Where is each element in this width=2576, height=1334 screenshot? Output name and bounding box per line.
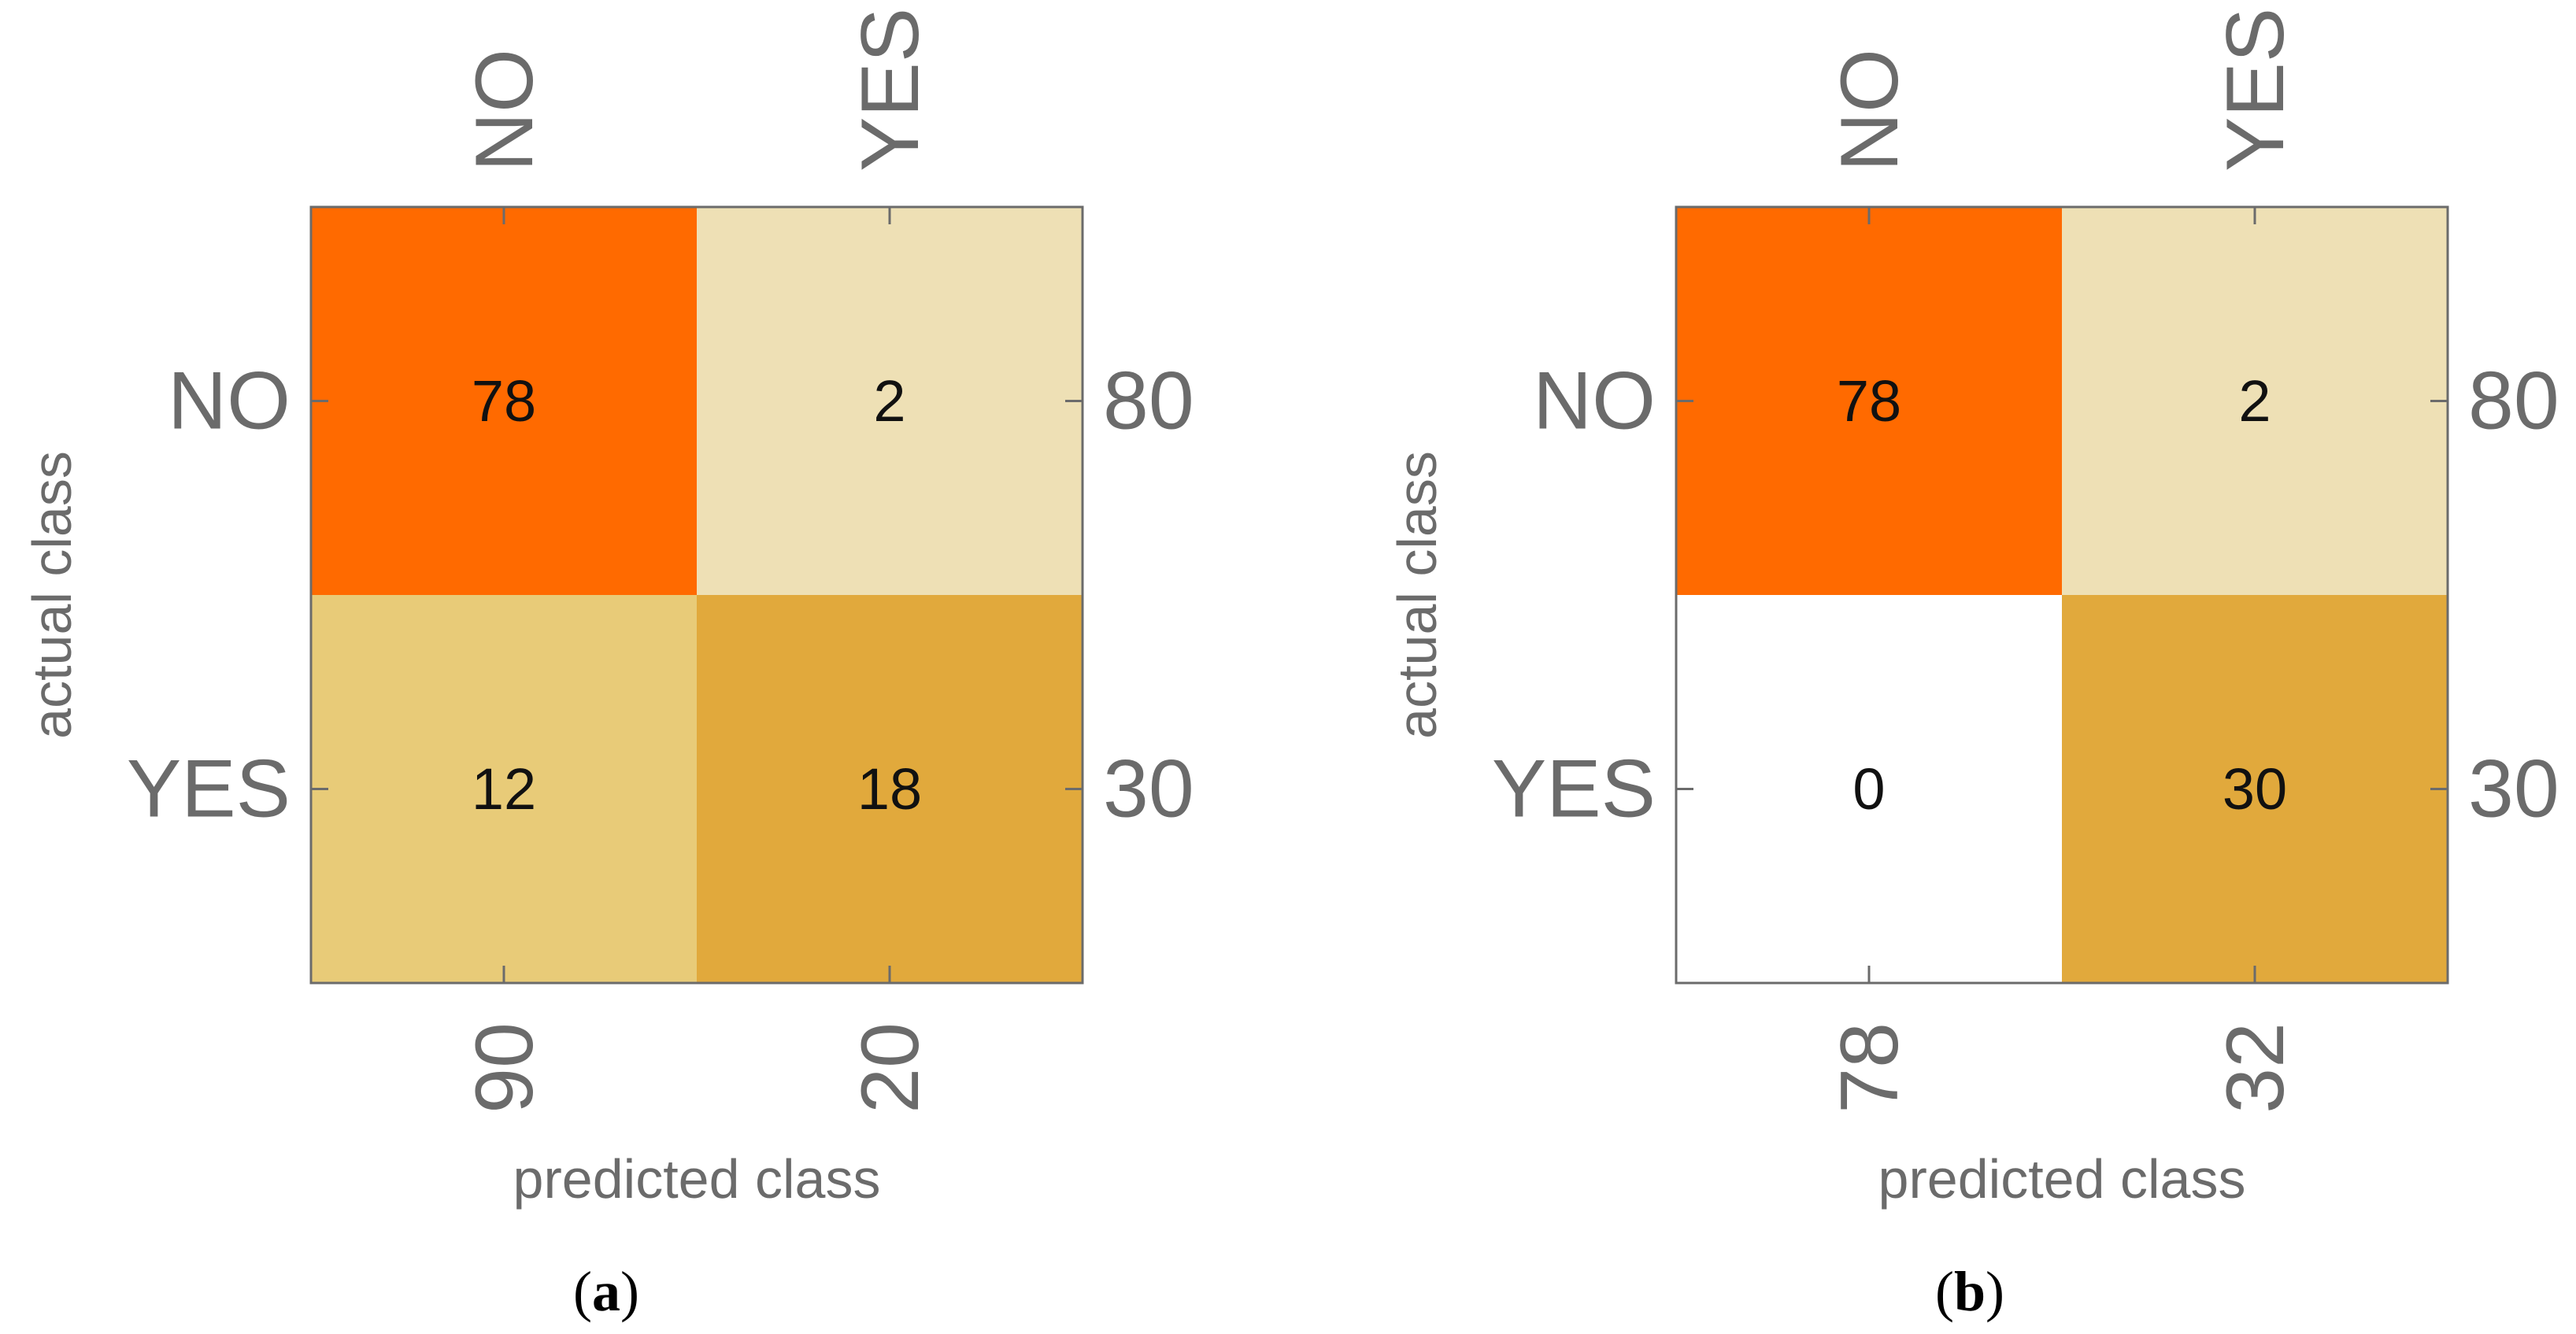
column-total-label: 78 [1824, 1022, 1915, 1114]
heatmap-cell [1676, 207, 2062, 595]
heatmap-cell [311, 595, 697, 983]
row-total-label: 30 [2468, 744, 2559, 835]
panel-label: (a) [573, 1260, 639, 1323]
panel-label: (b) [1935, 1260, 2004, 1323]
heatmap-cell [697, 207, 1083, 595]
y-axis-title: actual class [1386, 451, 1448, 739]
cell-value-label: 78 [472, 368, 536, 434]
cell-value-label: 78 [1837, 368, 1901, 434]
left-tick-label: YES [127, 744, 291, 835]
top-tick-label: YES [845, 8, 936, 172]
left-tick-label: NO [168, 356, 291, 447]
row-total-label: 80 [1103, 356, 1194, 447]
cell-value-label: 30 [2223, 756, 2287, 822]
heatmap-cell [2062, 207, 2448, 595]
cell-value-label: 0 [1852, 756, 1885, 822]
column-total-label: 32 [2210, 1022, 2301, 1114]
top-tick-label: NO [459, 49, 550, 172]
cell-value-label: 2 [873, 368, 905, 434]
plot-frame [309, 205, 1084, 985]
x-axis-title: predicted class [1878, 1148, 2246, 1210]
heatmap-cell [697, 595, 1083, 983]
panel-b: 78 2 0 30 NO YES NO 80 YES 30 78 32 predicted class a… [1386, 8, 2559, 1323]
heatmap-cell [2062, 595, 2448, 983]
cell-value-label: 18 [857, 756, 922, 822]
heatmap-cell [1676, 595, 2062, 983]
left-tick-label: NO [1533, 356, 1656, 447]
heatmap-cell [311, 207, 697, 595]
left-tick-label: YES [1492, 744, 1656, 835]
row-total-label: 30 [1103, 744, 1194, 835]
column-total-label: 90 [459, 1022, 550, 1114]
cell-value-label: 2 [2238, 368, 2271, 434]
plot-frame [1675, 205, 2449, 985]
y-axis-title: actual class [21, 451, 83, 739]
x-axis-title: predicted class [513, 1148, 881, 1210]
panel-a: 78 2 12 18 NO YES NO 80 YES 30 90 20 predicted class… [21, 8, 1194, 1323]
cell-value-label: 12 [472, 756, 536, 822]
column-total-label: 20 [845, 1022, 936, 1114]
top-tick-label: YES [2210, 8, 2301, 172]
top-tick-label: NO [1824, 49, 1915, 172]
row-total-label: 80 [2468, 356, 2559, 447]
